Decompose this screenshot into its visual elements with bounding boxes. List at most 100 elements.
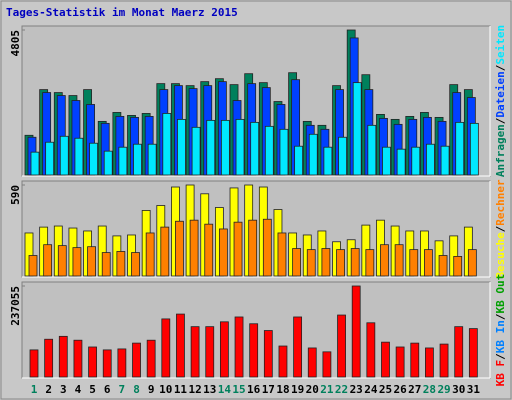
x-tick-label: 10 — [159, 383, 172, 396]
bar — [89, 142, 98, 176]
bar — [395, 346, 405, 378]
bar — [352, 82, 362, 176]
bar — [59, 135, 69, 176]
bar — [102, 349, 112, 378]
bar — [132, 342, 141, 378]
bar — [248, 219, 258, 277]
bar — [411, 146, 421, 176]
bar — [366, 322, 376, 378]
bar — [292, 248, 302, 277]
x-tick-label: 18 — [276, 383, 289, 396]
bar — [469, 122, 479, 176]
bar — [351, 285, 361, 378]
x-tick-label: 26 — [394, 383, 408, 396]
bar — [73, 339, 83, 378]
legend-entry: KB F — [494, 360, 507, 387]
bar — [279, 128, 289, 176]
legend-entry: Besuche — [494, 232, 507, 279]
bar — [160, 226, 170, 277]
bar — [146, 339, 156, 378]
bar — [381, 341, 390, 378]
bar — [233, 221, 243, 277]
bar — [467, 249, 477, 277]
bar — [262, 218, 272, 277]
bar — [118, 146, 128, 176]
bar — [250, 121, 260, 176]
legend-separator: / — [494, 313, 507, 320]
bar — [365, 249, 375, 277]
x-tick-label: 15 — [232, 383, 245, 396]
x-tick-label: 29 — [437, 383, 450, 396]
bar — [103, 150, 113, 176]
x-tick-label: 27 — [408, 383, 421, 396]
legend-entry: KB Out — [494, 274, 507, 314]
x-tick-label: 6 — [104, 383, 111, 396]
x-tick-label: 5 — [89, 383, 96, 396]
bar — [234, 316, 244, 378]
bar — [147, 143, 157, 176]
bar — [468, 328, 478, 378]
bar — [116, 251, 126, 277]
bar — [145, 232, 155, 277]
bar — [28, 255, 38, 277]
bar — [424, 249, 433, 277]
x-tick-label: 19 — [291, 383, 304, 396]
legend: KB F/KB In/KB Out — [494, 274, 507, 387]
bar — [235, 118, 245, 176]
bar — [337, 314, 346, 378]
bar — [177, 118, 186, 176]
x-tick-label: 3 — [60, 383, 67, 396]
bar — [439, 343, 449, 378]
bar — [350, 248, 360, 277]
bar — [45, 141, 55, 176]
bar — [133, 143, 142, 176]
x-tick-label: 13 — [203, 383, 216, 396]
legend-entry: Anfragen — [494, 124, 507, 177]
x-tick-label: 7 — [119, 383, 126, 396]
x-tick-label: 22 — [335, 383, 348, 396]
x-tick-label: 25 — [379, 383, 392, 396]
x-tick-label: 20 — [306, 383, 319, 396]
bar — [294, 145, 304, 176]
x-tick-label: 24 — [364, 383, 378, 396]
bar — [307, 347, 317, 378]
x-tick-label: 31 — [467, 383, 481, 396]
x-tick-label: 23 — [350, 383, 363, 396]
bar — [87, 246, 96, 277]
legend-entry: Dateien — [494, 71, 507, 117]
legend-separator: / — [494, 64, 507, 71]
x-tick-label: 4 — [75, 383, 82, 396]
bar — [263, 330, 273, 378]
bar — [30, 151, 40, 176]
bar — [29, 349, 39, 378]
bar — [454, 326, 464, 378]
bar — [382, 146, 391, 176]
bar — [293, 316, 303, 378]
bar — [264, 125, 274, 176]
bar — [44, 338, 54, 378]
x-tick-label: 21 — [320, 383, 334, 396]
x-tick-label: 2 — [45, 383, 52, 396]
bar — [206, 119, 216, 176]
bar — [43, 244, 53, 277]
bar — [101, 252, 111, 277]
legend-entry: Rechner — [494, 179, 507, 226]
bar — [161, 318, 171, 378]
x-tick-label: 12 — [188, 383, 201, 396]
bar — [308, 133, 318, 176]
bar — [72, 247, 82, 277]
x-tick-label: 30 — [452, 383, 465, 396]
legend-separator: / — [494, 225, 507, 232]
bar — [218, 228, 228, 277]
bar — [321, 248, 331, 277]
x-tick-label: 11 — [174, 383, 188, 396]
y-tick-label: 4805 — [9, 30, 22, 57]
x-tick-label: 9 — [148, 383, 155, 396]
bar — [117, 348, 127, 378]
x-tick-label: 28 — [423, 383, 436, 396]
y-tick-label: 237055 — [9, 286, 22, 326]
bar — [220, 119, 230, 176]
bar — [57, 245, 67, 277]
